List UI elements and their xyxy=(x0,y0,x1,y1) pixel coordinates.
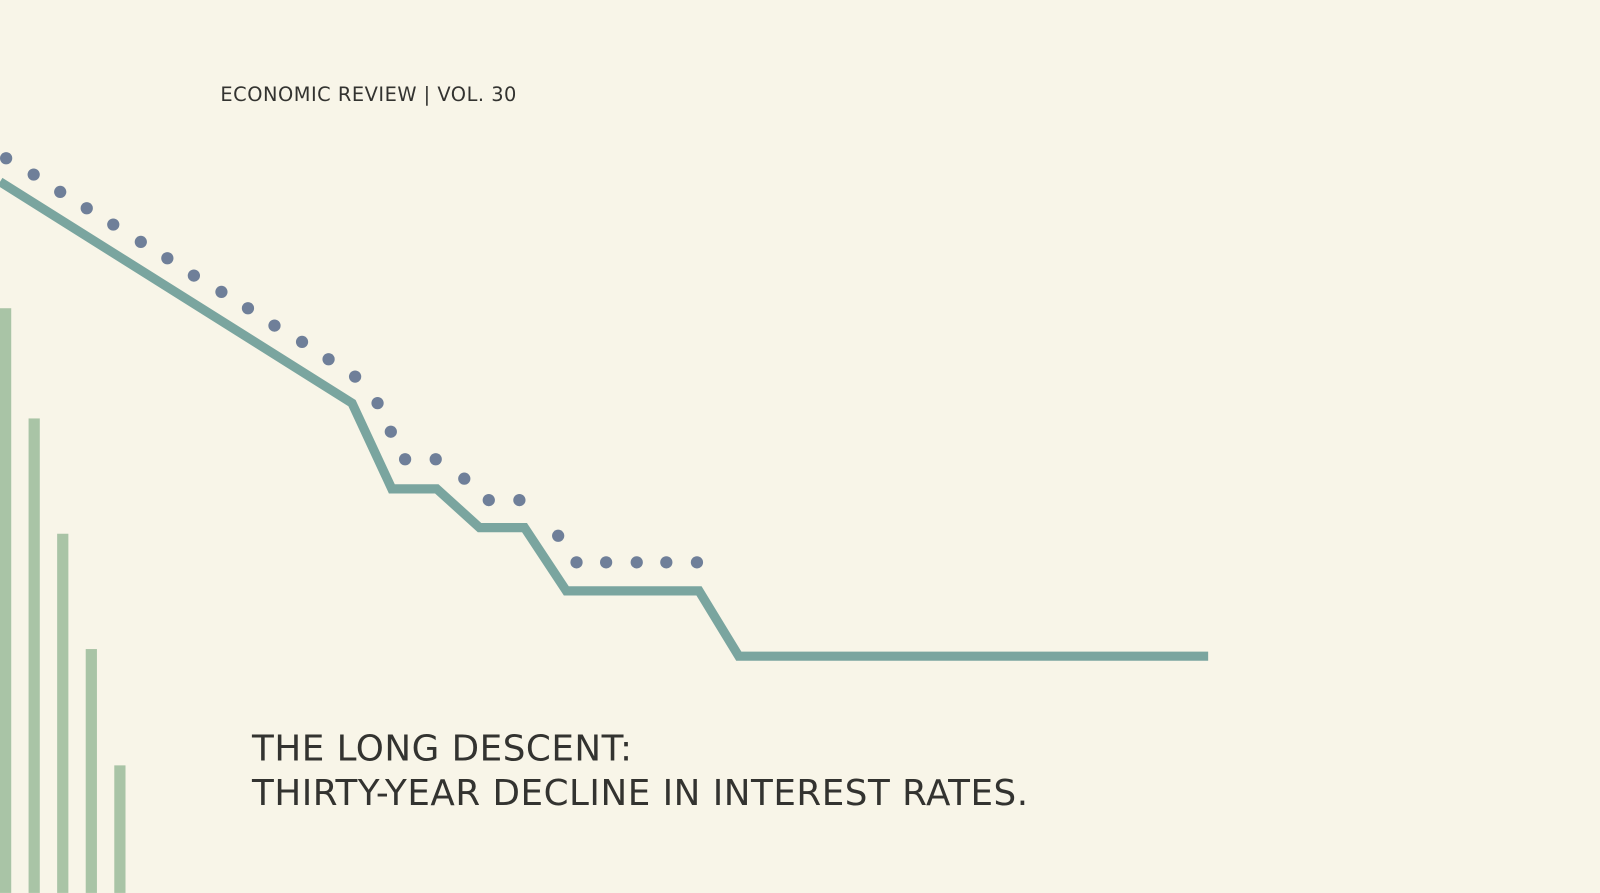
bar-decoration xyxy=(85,649,97,893)
dot-decoration xyxy=(570,556,583,569)
dot-decoration xyxy=(482,493,495,507)
dot-decoration xyxy=(134,235,147,249)
dot-decoration xyxy=(513,493,526,507)
dot-decoration xyxy=(429,453,442,466)
dot-decoration xyxy=(384,425,397,438)
dot-decoration xyxy=(600,556,613,569)
bar-decoration xyxy=(0,308,12,893)
dot-decoration xyxy=(107,218,120,231)
bar-decoration xyxy=(28,418,40,893)
dot-decoration xyxy=(295,335,309,349)
dot-decoration xyxy=(0,152,13,165)
dot-decoration xyxy=(268,319,281,332)
dot-decoration xyxy=(187,269,200,282)
dot-decoration xyxy=(371,397,384,410)
dot-decoration xyxy=(690,556,704,569)
decorative-dots xyxy=(0,152,704,569)
bar-decoration xyxy=(57,533,69,893)
decorative-bars xyxy=(0,308,126,893)
dot-decoration xyxy=(398,453,412,466)
dot-decoration xyxy=(458,472,471,485)
dot-decoration xyxy=(660,556,673,569)
title-line: THIRTY-YEAR DECLINE IN INTEREST RATES. xyxy=(251,773,1029,814)
kicker: ECONOMIC REVIEW | VOL. 30 xyxy=(220,83,516,106)
dot-decoration xyxy=(27,168,40,181)
dot-decoration xyxy=(54,185,67,199)
dot-decoration xyxy=(241,302,255,315)
dot-decoration xyxy=(215,285,228,299)
dot-decoration xyxy=(161,252,174,265)
bar-decoration xyxy=(114,765,126,893)
title-line: THE LONG DESCENT: xyxy=(251,728,633,769)
dot-decoration xyxy=(552,529,565,542)
dot-decoration xyxy=(348,370,362,383)
dot-decoration xyxy=(322,353,335,366)
dot-decoration xyxy=(630,556,643,569)
dot-decoration xyxy=(80,202,93,215)
decorative-line xyxy=(0,177,1209,661)
